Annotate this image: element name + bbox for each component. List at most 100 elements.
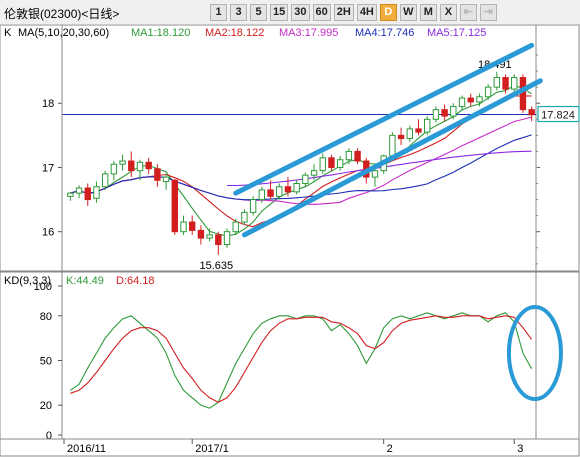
period-button-14[interactable]: ⇥ <box>479 4 497 21</box>
candle-body <box>232 221 239 233</box>
period-selector: 1 3 5 15 30 60 2H 4H D W M X ⇤ ⇥ <box>210 4 497 21</box>
period-button-4[interactable]: 15 <box>270 4 289 21</box>
candle-body <box>206 234 213 239</box>
candle-body <box>458 97 466 107</box>
last-price-box <box>537 105 580 123</box>
candle-body <box>424 118 431 133</box>
candle-body <box>415 128 422 133</box>
period-button-8[interactable]: 4H <box>356 4 377 21</box>
candle-body <box>93 186 100 199</box>
low-price-annotation: 15.635 <box>199 260 233 272</box>
stock-title: 伦敦银(02300)<日线> <box>4 7 120 21</box>
kd-tick-label: 0 <box>46 430 52 442</box>
candle-body <box>75 187 83 194</box>
period-button-12[interactable]: X <box>439 4 457 21</box>
candle-body <box>241 211 248 223</box>
ma-value-5: MA5:17.125 <box>427 27 486 39</box>
candle-body <box>511 77 518 90</box>
candle-body <box>267 189 274 197</box>
candle-body <box>441 109 448 117</box>
candle-body <box>354 150 361 162</box>
last-price-label: 17.824 <box>541 110 575 122</box>
ma-value-3: MA3:17.995 <box>279 27 338 39</box>
price-panel: 18 17 16 K MA(5,10,20,30,60) MA1:18.120 MA2:18… <box>0 25 580 272</box>
period-button-5[interactable]: 30 <box>291 4 310 21</box>
price-tick-label: 18 <box>42 98 54 110</box>
kd-tick-label: 80 <box>40 311 52 323</box>
candle-body <box>284 186 292 193</box>
ma-value-2: MA2:18.122 <box>205 27 264 39</box>
candle-body <box>249 199 257 213</box>
ma-line-5 <box>227 150 532 187</box>
period-button-6[interactable]: 60 <box>312 4 331 21</box>
candle-body <box>319 157 326 172</box>
ma-legend-label: MA(5,10,20,30,60) <box>18 27 109 39</box>
candle-body <box>67 192 74 197</box>
period-button-7[interactable]: 2H <box>333 4 354 21</box>
period-button-9[interactable]: D <box>379 4 397 21</box>
candle-body <box>84 187 91 201</box>
kd-tick-label: 100 <box>34 281 52 293</box>
kd-k-value: K:44.49 <box>66 275 104 287</box>
x-axis: 2016/11 2017/1 2 3 <box>0 438 580 457</box>
candle-body <box>302 174 309 185</box>
price-panel-frame <box>0 25 580 272</box>
kd-d-value: D:64.18 <box>116 275 155 287</box>
kd-legend-prefix: KD(9,3,3) <box>4 275 51 287</box>
candle-body <box>432 109 440 120</box>
x-tick-label: 2017/1 <box>195 443 229 455</box>
candle-body <box>345 150 353 161</box>
candle-body <box>180 221 187 233</box>
candle-body <box>371 170 379 178</box>
title-bar: 伦敦银(02300)<日线> 1 3 5 15 30 60 2H 4H D W M X ⇤ ⇥ <box>0 0 580 25</box>
candle-body <box>450 105 457 117</box>
kd-panel: 100 80 50 20 0 KD(9,3,3) K:44.49 D:64.18 <box>0 271 580 442</box>
chart-area: 18 17 16 K MA(5,10,20,30,60) MA1:18.120 MA2:18… <box>0 25 580 457</box>
ma-value-1: MA1:18.120 <box>131 27 190 39</box>
price-tick-label: 17 <box>42 162 54 174</box>
kd-highlight-ellipse <box>506 305 563 402</box>
ma-value-4: MA4:17.746 <box>355 27 414 39</box>
candle-body <box>467 97 474 103</box>
period-button-3[interactable]: 5 <box>250 4 267 21</box>
price-legend-prefix: K <box>4 27 12 39</box>
candle-body <box>310 170 318 176</box>
candle-body <box>397 134 405 140</box>
trend-channel-upper <box>233 42 535 196</box>
candle-body <box>145 161 152 170</box>
candle-body <box>336 159 344 168</box>
candle-body <box>406 128 413 140</box>
kd-tick-label: 20 <box>40 400 52 412</box>
period-button-11[interactable]: M <box>419 4 437 21</box>
x-tick-label: 3 <box>517 443 523 455</box>
candle-body <box>215 234 222 246</box>
candle-body <box>197 229 205 239</box>
candle-body <box>162 176 170 183</box>
candle-body <box>528 109 535 116</box>
candle-body <box>476 96 483 103</box>
kd-k-line <box>70 312 533 409</box>
kd-d-line <box>70 315 533 403</box>
candle-body <box>258 189 266 201</box>
candle-body <box>389 134 396 157</box>
kd-tick-label: 50 <box>40 356 52 368</box>
candle-body <box>119 160 126 165</box>
candle-body <box>128 160 135 172</box>
price-tick-label: 16 <box>42 227 54 239</box>
candle-body <box>328 157 335 168</box>
candle-body <box>484 86 492 98</box>
candle-body <box>223 231 231 246</box>
period-button-13[interactable]: ⇤ <box>459 4 477 21</box>
candle-body <box>110 163 118 175</box>
x-axis-frame <box>0 438 580 457</box>
candle-body <box>493 77 501 88</box>
candle-body <box>136 161 144 172</box>
period-button-2[interactable]: 3 <box>230 4 247 21</box>
period-button-10[interactable]: W <box>399 4 417 21</box>
trend-channel-lower <box>241 78 543 238</box>
x-tick-label: 2016/11 <box>67 443 106 455</box>
candle-body <box>101 173 109 188</box>
period-button-1[interactable]: 1 <box>210 4 227 21</box>
candle-body <box>293 183 300 193</box>
kd-panel-frame <box>0 271 580 440</box>
